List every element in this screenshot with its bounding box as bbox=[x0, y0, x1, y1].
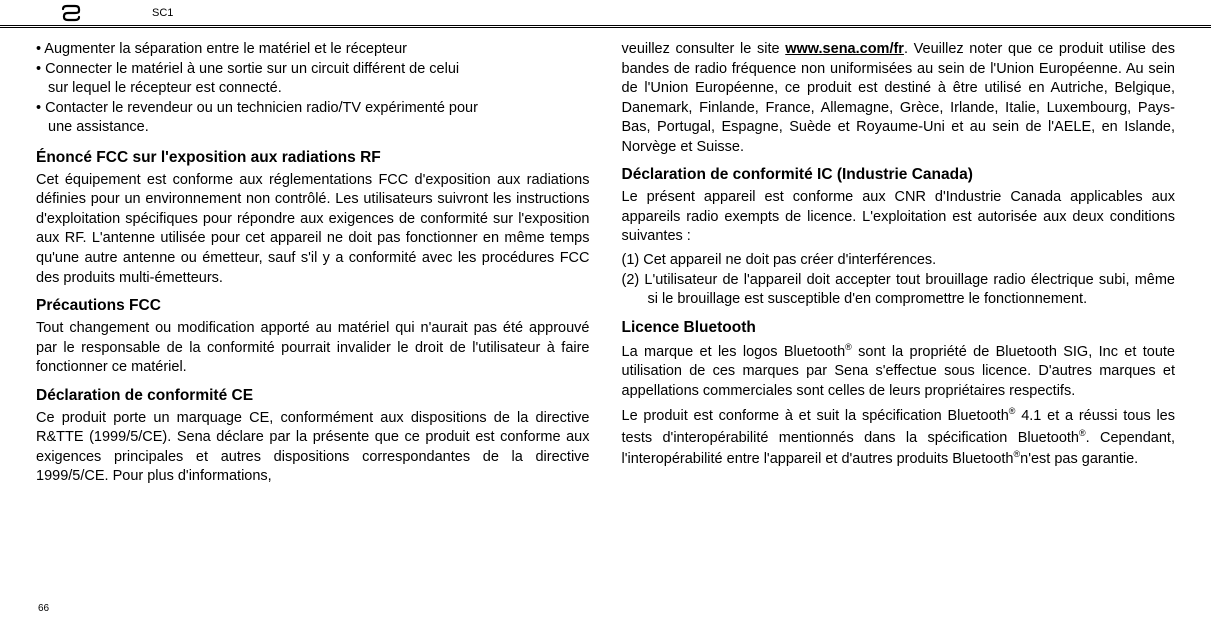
bullet-list: • Augmenter la séparation entre le matér… bbox=[36, 40, 590, 138]
bullet-item-cont: une assistance. bbox=[36, 118, 590, 138]
paragraph: Cet équipement est conforme aux réglemen… bbox=[36, 171, 590, 288]
numbered-list: (1) Cet appareil ne doit pas créer d'int… bbox=[622, 251, 1176, 310]
paragraph: La marque et les logos Bluetooth® sont l… bbox=[622, 341, 1176, 402]
text: . Veuillez noter que ce produit utilise … bbox=[622, 41, 1176, 155]
heading-ic: Déclaration de conformité IC (Industrie … bbox=[622, 165, 1176, 186]
heading-fcc-precautions: Précautions FCC bbox=[36, 296, 590, 317]
text: n'est pas garantie. bbox=[1020, 451, 1138, 467]
bullet-item: • Connecter le matériel à une sortie sur… bbox=[36, 60, 590, 80]
brand-icon bbox=[60, 4, 82, 22]
text: Le produit est conforme à et suit la spé… bbox=[622, 408, 1009, 424]
paragraph: Ce produit porte un marquage CE, conform… bbox=[36, 409, 590, 487]
text: veuillez consulter le site bbox=[622, 41, 786, 57]
right-column: veuillez consulter le site www.sena.com/… bbox=[622, 40, 1176, 491]
heading-bluetooth: Licence Bluetooth bbox=[622, 318, 1176, 339]
paragraph: Le produit est conforme à et suit la spé… bbox=[622, 405, 1176, 469]
page-header: SC1 bbox=[0, 0, 1211, 28]
heading-ce: Déclaration de conformité CE bbox=[36, 386, 590, 407]
heading-fcc-rf: Énoncé FCC sur l'exposition aux radiatio… bbox=[36, 148, 590, 169]
bullet-item: • Contacter le revendeur ou un technicie… bbox=[36, 99, 590, 119]
sena-link[interactable]: www.sena.com/fr bbox=[785, 41, 904, 57]
bullet-item-cont: sur lequel le récepteur est connecté. bbox=[36, 79, 590, 99]
bullet-item: • Augmenter la séparation entre le matér… bbox=[36, 40, 590, 60]
product-code: SC1 bbox=[152, 7, 173, 19]
page-number: 66 bbox=[38, 603, 49, 614]
paragraph: Le présent appareil est conforme aux CNR… bbox=[622, 188, 1176, 247]
paragraph: veuillez consulter le site www.sena.com/… bbox=[622, 40, 1176, 157]
list-item: (1) Cet appareil ne doit pas créer d'int… bbox=[622, 251, 1176, 271]
page-body: • Augmenter la séparation entre le matér… bbox=[0, 28, 1211, 491]
registered-mark: ® bbox=[1079, 428, 1086, 438]
left-column: • Augmenter la séparation entre le matér… bbox=[36, 40, 590, 491]
text: La marque et les logos Bluetooth bbox=[622, 343, 846, 359]
registered-mark: ® bbox=[845, 342, 852, 352]
list-item: (2) L'utilisateur de l'appareil doit acc… bbox=[622, 271, 1176, 310]
paragraph: Tout changement ou modification apporté … bbox=[36, 319, 590, 378]
